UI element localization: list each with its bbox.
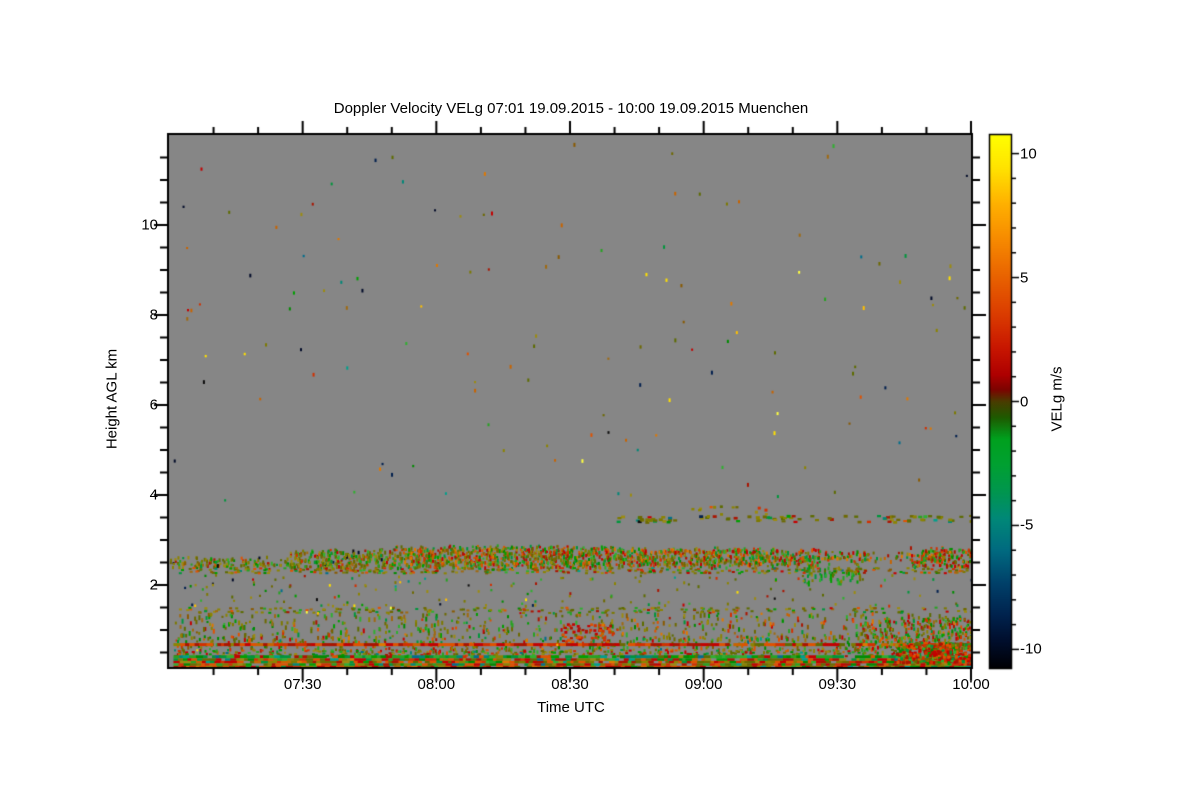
x-tick-label: 08:00 <box>417 676 456 693</box>
y-tick-label: 4 <box>149 486 158 504</box>
y-axis-label: Height AGL km <box>103 348 121 450</box>
y-tick-label: 8 <box>149 306 158 324</box>
x-tick-label: 10:00 <box>952 676 990 693</box>
y-tick-label: 2 <box>149 576 158 594</box>
colorbar-tick-label: 10 <box>1020 145 1037 163</box>
y-tick-label: 10 <box>141 216 158 234</box>
x-tick-label: 09:30 <box>818 676 857 693</box>
x-tick-label: 09:00 <box>684 676 723 693</box>
colorbar-tick-label: -5 <box>1020 516 1034 534</box>
colorbar-tick-label: -10 <box>1020 640 1042 658</box>
y-tick-label: 6 <box>149 396 158 414</box>
chart-title: Doppler Velocity VELg 07:01 19.09.2015 -… <box>333 100 809 117</box>
colorbar-label: VELg m/s <box>1048 366 1066 432</box>
colorbar-tick-label: 0 <box>1020 393 1029 410</box>
colorbar-tick-label: 5 <box>1020 269 1029 287</box>
x-axis-label: Time UTC <box>537 699 605 716</box>
x-tick-label: 07:30 <box>283 676 322 693</box>
x-tick-label: 08:30 <box>551 676 589 693</box>
